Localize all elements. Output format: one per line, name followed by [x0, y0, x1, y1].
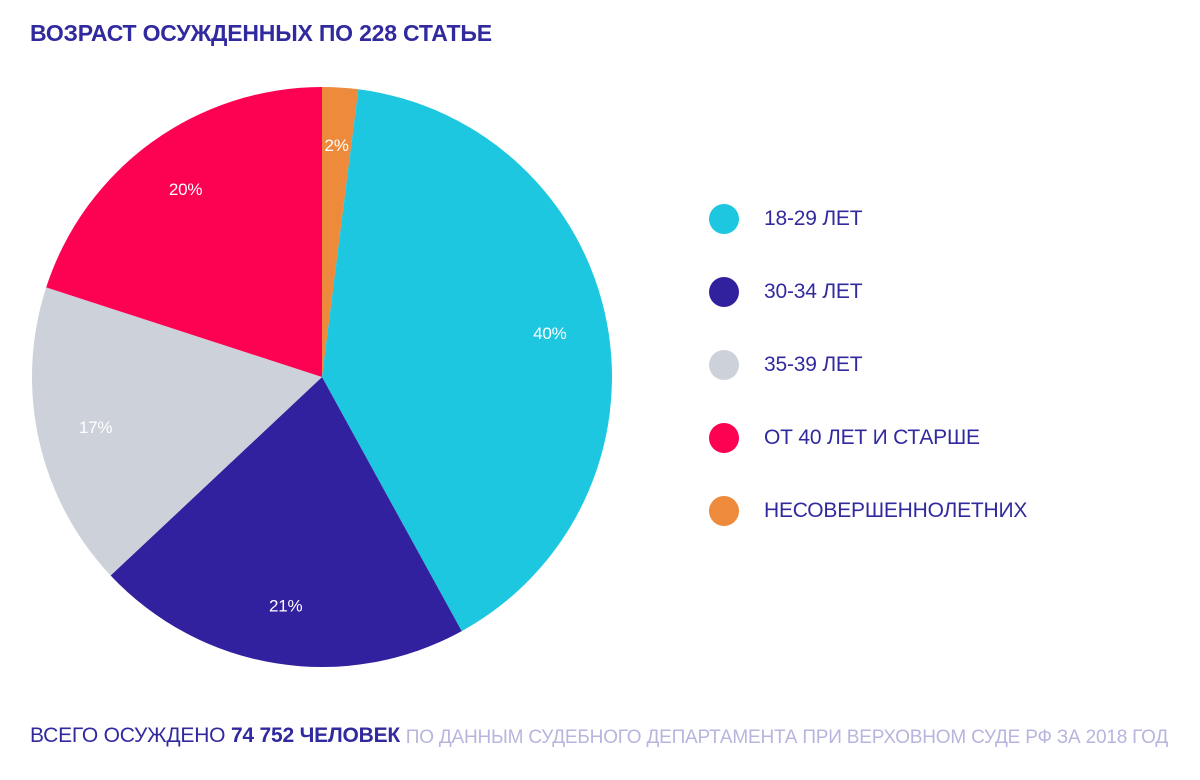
pie-slice-value-label: 20%: [169, 180, 203, 199]
pie-slice-value-label: 40%: [533, 324, 567, 343]
pie-chart: 2% 40% 21% 17% 20%: [32, 87, 612, 667]
pie-slice-30-34-лет: [110, 377, 462, 667]
legend-swatch-18-29-icon: [709, 204, 739, 234]
legend-label-18-29: 18-29 ЛЕТ: [764, 207, 863, 230]
legend-swatch-minors-icon: [709, 496, 739, 526]
legend-item-35-39: 35-39 ЛЕТ: [709, 350, 1027, 380]
legend-label-minors: НЕСОВЕРШЕННОЛЕТНИХ: [764, 499, 1028, 522]
legend-swatch-35-39-icon: [709, 350, 739, 380]
total-convicted-prefix: ВСЕГО ОСУЖДЕНО: [30, 724, 231, 747]
legend-label-40-plus: ОТ 40 ЛЕТ И СТАРШЕ: [764, 426, 980, 449]
pie-slice-value-label: 21%: [269, 597, 303, 616]
page-title: ВОЗРАСТ ОСУЖДЕННЫХ ПО 228 СТАТЬЕ: [30, 20, 492, 46]
legend-item-40-plus: ОТ 40 ЛЕТ И СТАРШЕ: [709, 423, 1027, 453]
total-convicted: ВСЕГО ОСУЖДЕНО 74 752 ЧЕЛОВЕК: [30, 724, 400, 748]
legend-label-30-34: 30-34 ЛЕТ: [764, 280, 863, 303]
legend: 18-29 ЛЕТ 30-34 ЛЕТ 35-39 ЛЕТ ОТ 40 ЛЕТ …: [709, 204, 1027, 569]
pie-slice-value-label: 2%: [325, 136, 349, 155]
data-source: ПО ДАННЫМ СУДЕБНОГО ДЕПАРТАМЕНТА ПРИ ВЕР…: [405, 727, 1168, 748]
pie-slice-несовершеннолетних: [322, 87, 359, 377]
pie-chart-svg: 2% 40% 21% 17% 20%: [32, 87, 612, 667]
legend-item-minors: НЕСОВЕРШЕННОЛЕТНИХ: [709, 496, 1027, 526]
pie-slice-35-39-лет: [32, 287, 322, 576]
legend-swatch-40-plus-icon: [709, 423, 739, 453]
legend-item-30-34: 30-34 ЛЕТ: [709, 277, 1027, 307]
pie-slice-18-29-лет: [322, 89, 612, 632]
total-convicted-value: 74 752 ЧЕЛОВЕК: [230, 724, 401, 747]
pie-slice-value-label: 17%: [79, 418, 113, 437]
pie-slice-от-40-лет-и-старше: [46, 87, 322, 377]
legend-swatch-30-34-icon: [709, 277, 739, 307]
legend-label-35-39: 35-39 ЛЕТ: [764, 353, 863, 376]
legend-item-18-29: 18-29 ЛЕТ: [709, 204, 1027, 234]
